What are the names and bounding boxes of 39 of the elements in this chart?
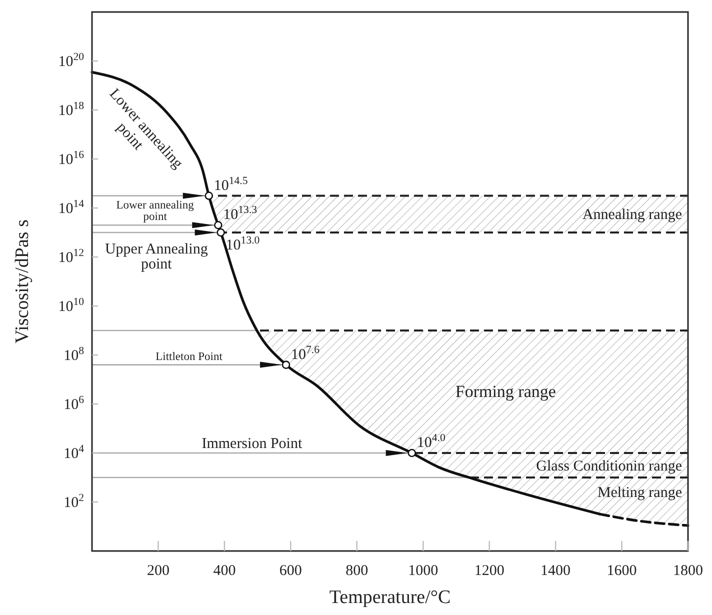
band-label: Melting range [597, 484, 682, 501]
y-axis-title: Viscosity/dPas s [12, 220, 33, 344]
point [408, 448, 416, 458]
y-tick-label: 10$^{18}$ [58, 100, 84, 119]
x-tick-label: 1800 [673, 563, 703, 579]
x-tick-label: 200 [146, 563, 170, 579]
y-tick-label: 10$^{20}$ [58, 51, 84, 70]
band-label: Forming range [455, 382, 556, 401]
y-tick-label: 10$^{10}$ [58, 296, 84, 315]
y-tick-label: 10$^{12}$ [58, 247, 84, 266]
data-label: 10$^{13.3}$ [223, 204, 258, 224]
band-label: Glass Conditionin range [536, 458, 682, 474]
x-tick-label: 1600 [606, 563, 637, 579]
band-label: Annealing range [582, 207, 682, 224]
y-tick-label: 10$^{14}$ [58, 198, 85, 217]
data-label: 10$^{14.5}$ [214, 174, 248, 194]
data-label: 10$^{4.0}$ [416, 432, 446, 451]
x-tick-label: 1000 [408, 563, 438, 579]
x-axis-title: Temperature/°C [329, 587, 451, 608]
point [282, 360, 290, 369]
point [204, 192, 214, 200]
data-label: 10$^{7.6}$ [291, 344, 320, 363]
point [216, 228, 225, 237]
data-label: 10$^{13.0}$ [226, 234, 260, 254]
y-tick-label: 10$^{4}$ [64, 443, 85, 462]
ref-line-label: Upper Annealing point [104, 242, 208, 272]
y-tick-label: 10$^{8}$ [64, 345, 84, 364]
ref-line-label: Littleton Point [156, 350, 224, 363]
ref-line-label: Lower annealing point [116, 200, 194, 224]
y-tick-label: 10$^{16}$ [58, 149, 85, 168]
y-tick-label: 10$^{6}$ [64, 394, 85, 413]
x-tick-label: 600 [279, 563, 302, 579]
point [214, 220, 222, 230]
x-tick-label: 1200 [474, 563, 504, 579]
ref-line-label: Immersion Point [202, 436, 303, 452]
y-tick-label: 10$^{2}$ [64, 492, 84, 511]
x-tick-label: 400 [213, 563, 236, 579]
x-tick-label: 800 [346, 563, 368, 579]
x-tick-label: 1400 [540, 563, 571, 579]
